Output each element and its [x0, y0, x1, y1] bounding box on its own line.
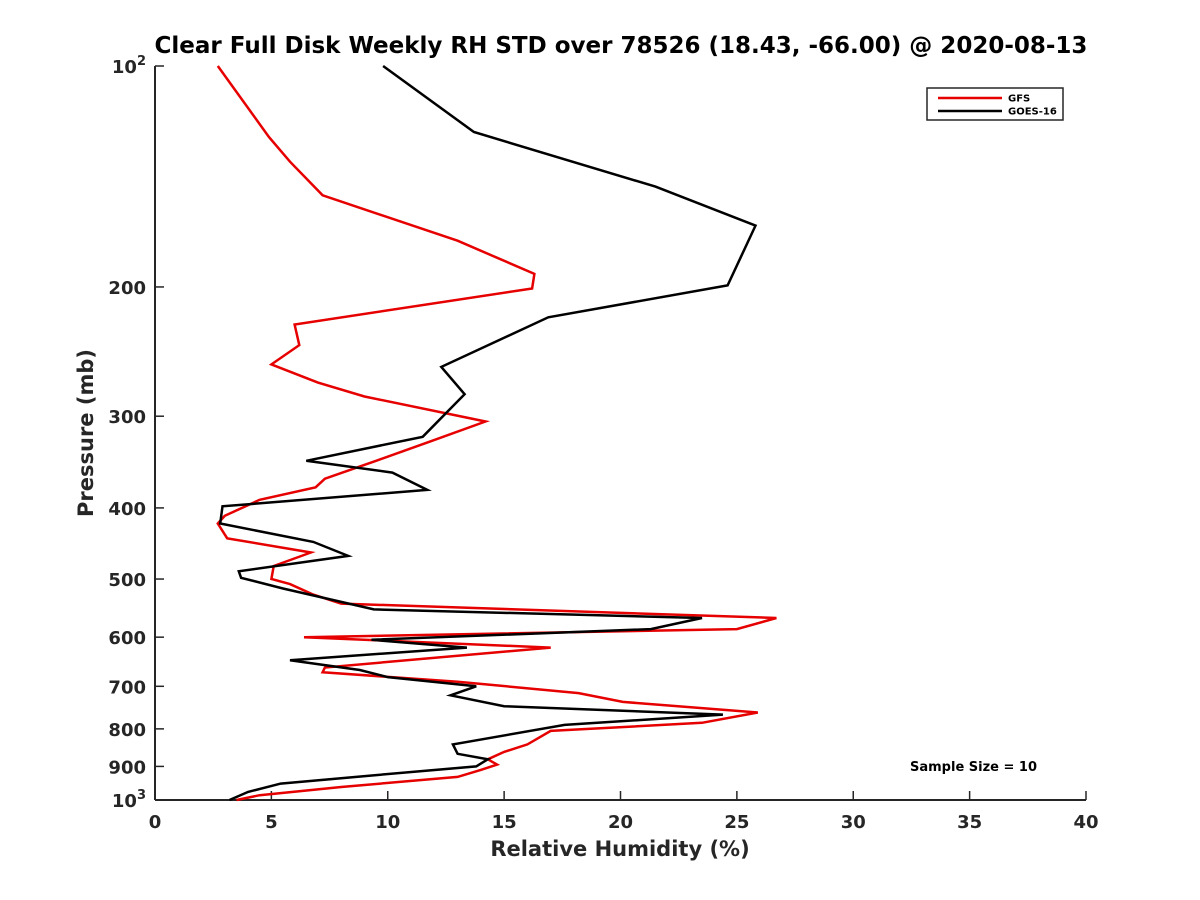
y-tick-label: 400	[108, 499, 146, 520]
x-tick-label: 0	[149, 812, 162, 833]
legend: GFS GOES-16	[926, 87, 1064, 121]
x-axis-ticks: 0 5 10 15 20 25 30 35 40	[149, 791, 1099, 833]
x-axis-label: Relative Humidity (%)	[490, 837, 749, 861]
y-tick-label: 200	[108, 278, 146, 299]
series-line-gfs	[216, 65, 777, 802]
legend-box	[926, 87, 1064, 121]
legend-label: GOES-16	[1008, 107, 1057, 118]
x-tick-label: 5	[265, 812, 278, 833]
x-tick-label: 15	[492, 812, 517, 833]
plot-area: 0 5 10 15 20 25 30 35 40 10220030040050060070080…	[108, 54, 1098, 833]
x-tick-label: 40	[1073, 812, 1098, 833]
y-tick-label: 700	[108, 677, 146, 698]
y-tick-label: 500	[108, 570, 146, 591]
y-tick-label: 300	[108, 407, 146, 428]
y-axis-label: Pressure (mb)	[74, 349, 98, 517]
x-tick-label: 25	[724, 812, 749, 833]
series-line-goes-16	[218, 64, 758, 802]
x-tick-label: 10	[375, 812, 400, 833]
chart-title: Clear Full Disk Weekly RH STD over 78526…	[155, 33, 1088, 59]
y-tick-label: 600	[108, 628, 146, 649]
y-tick-label: 800	[108, 720, 146, 741]
legend-label: GFS	[1008, 94, 1030, 105]
y-tick-label: 900	[108, 757, 146, 778]
x-tick-label: 30	[841, 812, 866, 833]
sample-size-annotation: Sample Size = 10	[910, 760, 1037, 775]
x-tick-label: 35	[957, 812, 982, 833]
x-tick-label: 20	[608, 812, 633, 833]
series-lines	[216, 64, 777, 802]
